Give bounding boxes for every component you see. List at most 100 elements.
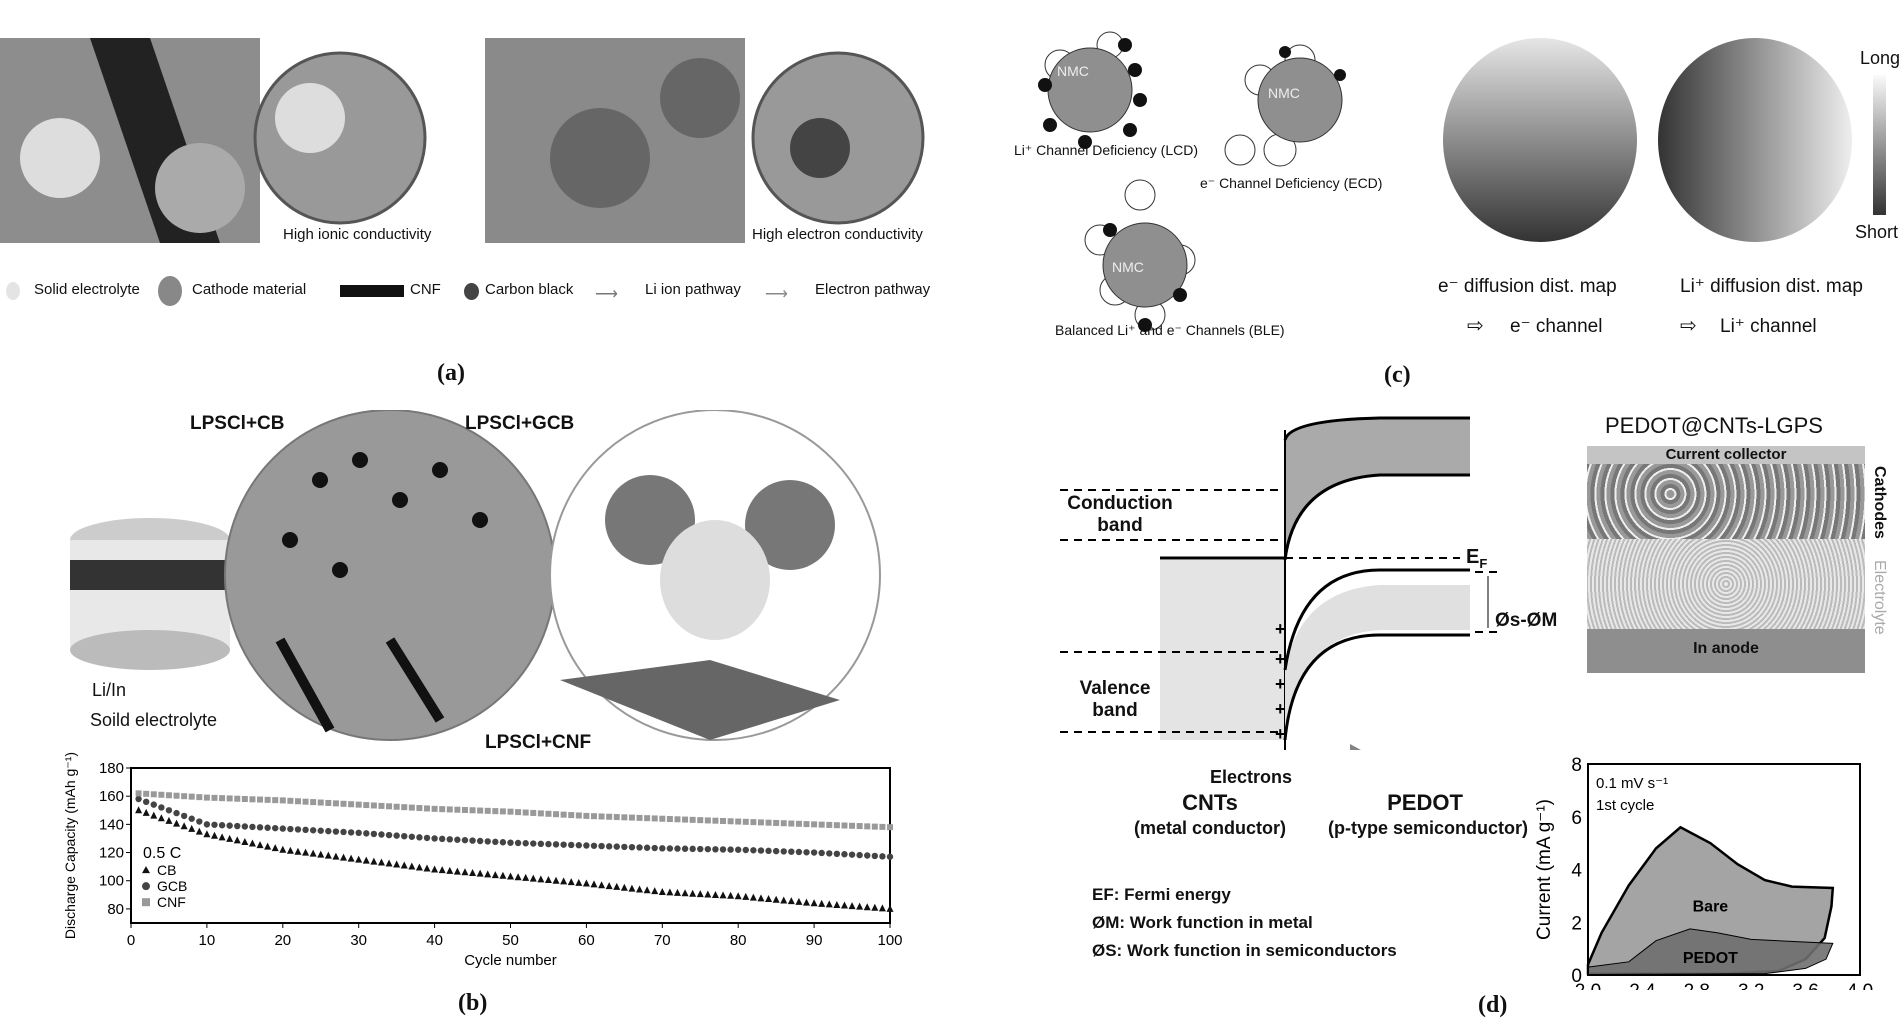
cb-point [461,868,469,876]
ble-label: Balanced Li⁺ and e⁻ Channels (BLE) [1055,322,1285,338]
gcb-point [446,836,453,843]
cb-point [264,842,272,850]
gcb-point [363,830,370,837]
cb-point [347,854,355,862]
x-tick-label: 30 [350,932,367,949]
gcb-point [492,838,499,846]
li-map-label: Li⁺ diffusion dist. map [1680,276,1863,297]
cnf-point [226,795,233,802]
legend-item: Solid electrolyte [34,281,140,298]
gcb-point [484,838,491,845]
cb-point [719,891,727,899]
cb-point [408,862,416,870]
cnf-point [849,822,856,829]
cnf-point [249,796,256,803]
cnf-point [773,819,780,826]
y-axis-label: Current (mA g⁻¹) [1534,799,1555,940]
gcb-point [461,836,469,844]
scan-rate-annotation: 0.1 mV s⁻¹ [1596,775,1668,792]
gcb-point [803,849,810,856]
cnf-point [530,809,537,816]
gcb-point [135,795,142,803]
cnf-point [340,800,347,807]
cb-point [628,884,636,892]
gcb-point [241,823,249,830]
cnf-point [628,814,635,821]
cb-point [537,875,545,883]
cnf-point [370,802,377,809]
cnf-point [697,817,704,824]
cnf-point [348,801,355,808]
x-tick-label: 2.8 [1684,981,1710,990]
gcb-point [727,846,734,853]
legend-item: Cathode material [192,281,307,298]
cb-point [431,865,439,873]
gcb-point [735,846,742,853]
gcb-point [347,829,355,836]
cb-point [575,878,583,886]
lcd-label: Li⁺ Channel Deficiency (LCD) [1014,142,1199,158]
legend-label: CNF [157,894,186,910]
gcb-point [401,833,408,840]
cnf-point [644,815,651,822]
cb-point [529,874,537,882]
cb-point [856,902,864,910]
x-tick-label: 60 [578,932,595,949]
cnf-point [135,790,142,797]
cnf-point [317,799,324,806]
panel-a-illustration [0,38,925,243]
cb-point [848,902,856,910]
band-diagram: + + + + + [1060,416,1500,750]
gcb-point [826,850,833,857]
lpscl-gcb-label: LPSCl+GCB [465,413,575,434]
cb-point [203,830,211,838]
cnf-point [363,802,370,809]
def-phis: ØS: Work function in semiconductors [1092,941,1397,960]
gcb-point [848,851,856,858]
cb-point [613,882,621,890]
gcb-point [621,843,628,851]
cnf-point [613,814,620,821]
gcb-point [325,827,332,835]
cb-point [256,841,264,849]
pedot-label: PEDOT [1387,790,1463,815]
li-arrow-icon: ⟶ [595,286,618,303]
cnf-point [560,811,567,818]
cb-point [286,846,294,854]
gcb-point [355,829,362,837]
cb-point [795,897,803,905]
x-tick-label: 90 [806,932,823,949]
gcb-point [416,834,423,841]
gcb-point [340,828,347,836]
y-tick-label: 80 [107,901,124,918]
gcb-point [203,821,211,828]
svg-text:+: + [1275,649,1286,669]
cb-point [150,811,158,819]
cnf-point [492,808,499,815]
lpscl-cnf-label: LPSCl+CNF [485,732,592,753]
gcb-point [385,831,393,839]
x-tick-label: 100 [877,932,902,949]
cnf-point [833,822,840,829]
gcb-point [613,843,620,850]
legend-label: GCB [157,878,187,894]
gcb-point [568,841,575,849]
cb-point [271,844,279,852]
cnf-point [150,791,157,798]
gcb-point [780,848,787,855]
cb-point [590,880,598,888]
cb-point [704,890,712,898]
cnf-point [386,803,393,810]
cnf-point [325,799,332,806]
gcb-point [211,821,218,828]
x-tick-label: 3.2 [1738,981,1764,990]
gcb-point [636,844,643,851]
cnf-point [522,809,529,816]
gcb-point [218,822,226,829]
cnf-point [196,794,203,801]
cb-point [393,860,401,868]
cb-point [446,866,454,874]
cnf-point [219,795,226,802]
cnf-point [818,821,825,828]
gcb-point [788,848,795,855]
